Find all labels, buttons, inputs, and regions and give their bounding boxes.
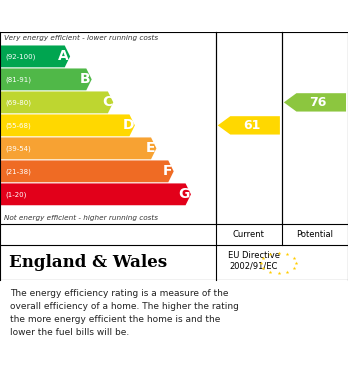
Polygon shape — [0, 45, 70, 67]
Text: G: G — [179, 187, 190, 201]
Polygon shape — [0, 68, 92, 90]
Text: Current: Current — [233, 230, 265, 239]
Text: (21-38): (21-38) — [6, 168, 31, 175]
Text: A: A — [58, 49, 69, 63]
Text: E: E — [146, 142, 155, 155]
Polygon shape — [0, 160, 174, 182]
Text: 76: 76 — [310, 96, 327, 109]
Polygon shape — [0, 138, 156, 159]
Text: C: C — [102, 95, 112, 109]
Text: Potential: Potential — [296, 230, 333, 239]
Text: (1-20): (1-20) — [6, 191, 27, 197]
Text: B: B — [80, 72, 90, 86]
Text: England & Wales: England & Wales — [9, 254, 167, 271]
Polygon shape — [0, 91, 113, 113]
Text: Very energy efficient - lower running costs: Very energy efficient - lower running co… — [4, 35, 158, 41]
Text: (39-54): (39-54) — [6, 145, 31, 152]
Text: 61: 61 — [244, 119, 261, 132]
Text: (81-91): (81-91) — [6, 76, 31, 83]
Text: F: F — [163, 164, 173, 178]
Text: Not energy efficient - higher running costs: Not energy efficient - higher running co… — [4, 215, 158, 221]
Text: EU Directive
2002/91/EC: EU Directive 2002/91/EC — [228, 251, 280, 271]
Polygon shape — [0, 115, 135, 136]
Text: (55-68): (55-68) — [6, 122, 31, 129]
Text: (69-80): (69-80) — [6, 99, 31, 106]
Text: D: D — [122, 118, 134, 133]
Polygon shape — [218, 116, 280, 135]
Text: The energy efficiency rating is a measure of the
overall efficiency of a home. T: The energy efficiency rating is a measur… — [10, 289, 239, 337]
Text: Energy Efficiency Rating: Energy Efficiency Rating — [9, 9, 219, 23]
Polygon shape — [0, 183, 191, 205]
Text: (92-100): (92-100) — [6, 53, 36, 60]
Polygon shape — [284, 93, 346, 111]
